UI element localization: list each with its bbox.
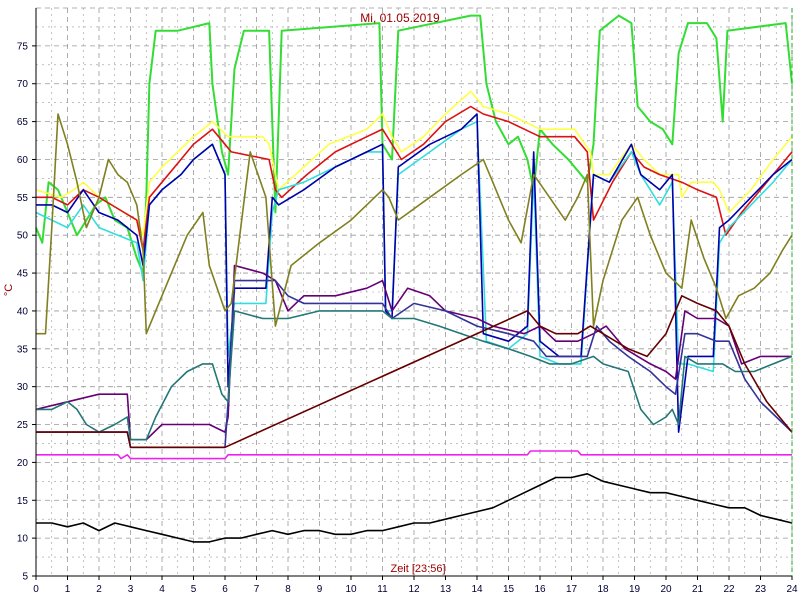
x-tick-label: 18 (597, 584, 609, 595)
series-line-12 (36, 473, 793, 543)
y-tick-label: 40 (17, 306, 29, 317)
y-tick-label: 5 (22, 572, 28, 583)
x-tick-label: 2 (96, 584, 102, 595)
x-tick-label: 0 (33, 584, 39, 595)
y-tick-label: 75 (17, 41, 29, 52)
x-tick-label: 17 (566, 584, 578, 595)
x-tick-label: 24 (786, 584, 798, 595)
x-tick-label: 7 (254, 584, 260, 595)
x-tick-label: 8 (285, 584, 291, 595)
y-tick-label: 30 (17, 382, 29, 393)
x-tick-label: 23 (755, 584, 767, 595)
x-tick-label: 21 (692, 584, 704, 595)
x-tick-label: 10 (345, 584, 357, 595)
y-tick-label: 20 (17, 458, 29, 469)
y-tick-label: 70 (17, 79, 29, 90)
y-tick-labels: 5 10 15 20 25 30 35 40 45 50 55 60 65 70 75 (17, 41, 36, 583)
y-axis-label: °C (3, 284, 15, 296)
x-tick-label: 11 (377, 584, 388, 595)
y-tick-label: 15 (17, 496, 29, 507)
y-tick-label: 25 (17, 420, 29, 431)
x-tick-label: 3 (128, 584, 134, 595)
x-tick-label: 13 (440, 584, 452, 595)
y-tick-label: 35 (17, 344, 29, 355)
x-tick-label: 9 (317, 584, 323, 595)
series-line-2 (35, 90, 793, 236)
x-tick-labels: 0 1 2 3 4 5 6 7 8 9 10 11 12 13 14 15 16 17 18 19 20 21 22 23 24 (33, 576, 798, 595)
y-tick-label: 10 (17, 534, 29, 545)
series-line-9 (36, 113, 793, 335)
series-line-8 (36, 310, 793, 441)
series-line-3 (36, 105, 793, 252)
y-tick-label: 55 (17, 193, 29, 204)
x-tick-label: 12 (408, 584, 420, 595)
y-tick-label: 45 (17, 269, 29, 280)
x-tick-label: 22 (723, 584, 735, 595)
x-tick-label: 14 (471, 584, 483, 595)
x-tick-label: 16 (534, 584, 546, 595)
x-tick-label: 5 (191, 584, 197, 595)
series-line-10 (36, 295, 793, 449)
x-tick-label: 20 (660, 584, 672, 595)
x-tick-label: 19 (629, 584, 641, 595)
x-tick-label: 15 (503, 584, 515, 595)
x-tick-label: 1 (65, 584, 71, 595)
y-tick-label: 50 (17, 231, 29, 242)
chart-title: Mi, 01.05.2019 (360, 11, 440, 25)
series-lines (35, 14, 793, 543)
x-axis-label: Zeit [23:56] (390, 563, 445, 575)
y-tick-label: 60 (17, 155, 29, 166)
series-line-5 (36, 113, 793, 433)
x-tick-label: 6 (222, 584, 228, 595)
series-line-11 (36, 450, 792, 460)
x-tick-label: 4 (159, 584, 165, 595)
series-line-6 (35, 264, 792, 441)
y-tick-label: 65 (17, 117, 29, 128)
